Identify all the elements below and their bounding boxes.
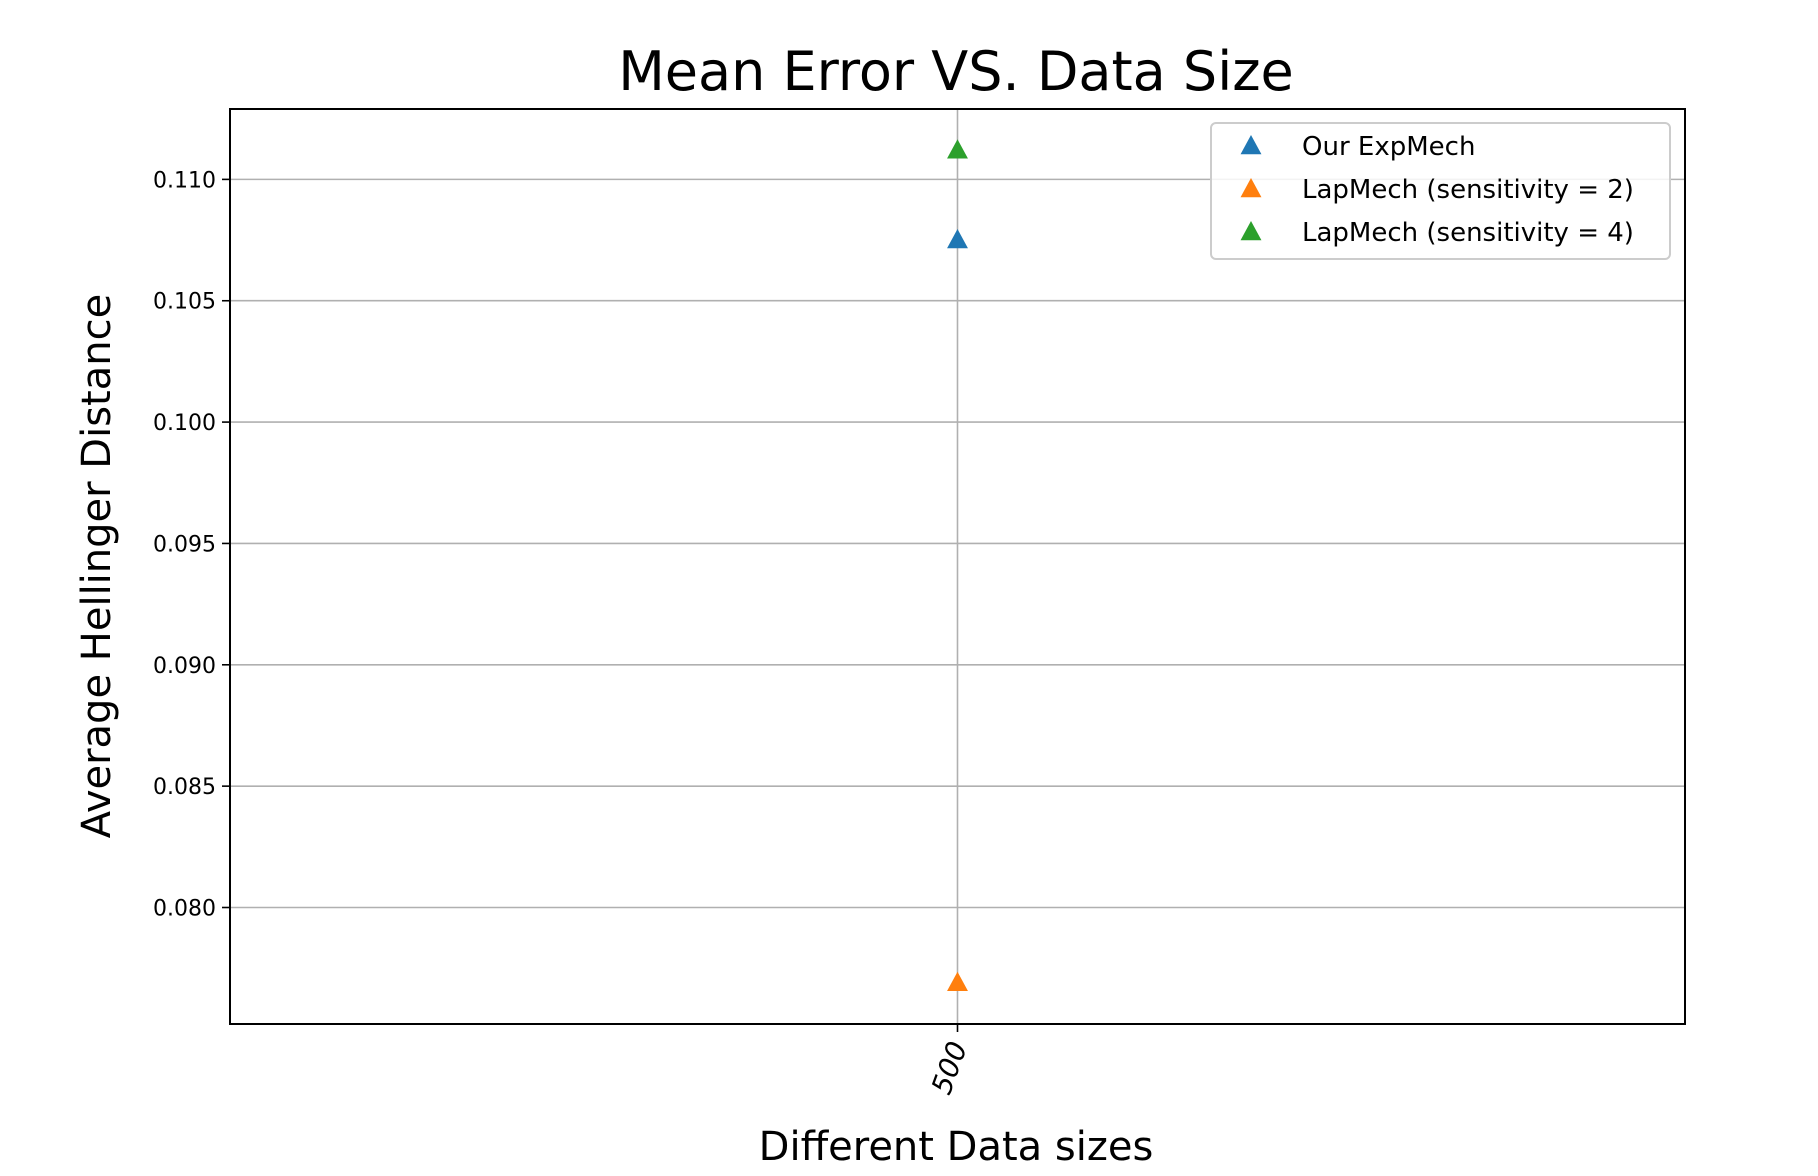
- chart-title: Mean Error VS. Data Size: [618, 40, 1294, 103]
- legend-label: LapMech (sensitivity = 4): [1302, 218, 1634, 248]
- legend-marker: [1240, 221, 1262, 241]
- y-tick-label: 0.080: [153, 897, 216, 922]
- y-tick-label: 0.085: [153, 775, 216, 800]
- y-tick-label: 0.100: [153, 411, 216, 436]
- legend-box: [1210, 122, 1671, 260]
- data-point-lapmech-sensitivity-4: [947, 139, 968, 159]
- y-tick-label: 0.110: [153, 168, 216, 193]
- legend: Our ExpMech LapMech (sensitivity = 2) LapM…: [1210, 122, 1671, 260]
- y-tick-label: 0.105: [153, 290, 216, 315]
- legend-marker: [1240, 135, 1262, 155]
- legend-label: Our ExpMech: [1302, 132, 1475, 162]
- x-axis-label: Different Data sizes: [759, 1124, 1154, 1170]
- data-points: [947, 139, 968, 991]
- legend-label: LapMech (sensitivity = 2): [1302, 175, 1634, 205]
- legend-marker: [1240, 178, 1262, 198]
- y-tick-label: 0.095: [153, 532, 216, 557]
- y-axis-label: Average Hellinger Distance: [74, 294, 120, 838]
- plot-area-frame: [229, 108, 1686, 1025]
- data-point-lapmech-sensitivity-2: [947, 971, 968, 991]
- y-axis-ticks: 0.080 0.085 0.090 0.095 0.100 0.105 0.110: [153, 168, 230, 922]
- data-point-our-expmech: [947, 229, 968, 249]
- y-tick-label: 0.090: [153, 654, 216, 679]
